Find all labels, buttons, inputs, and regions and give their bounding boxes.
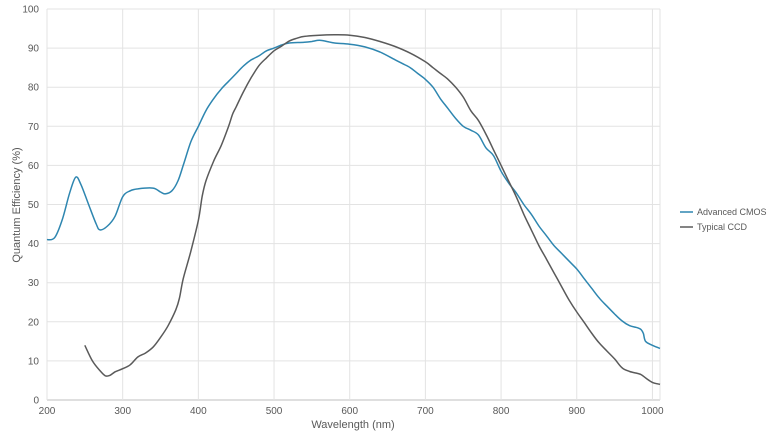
x-tick-label: 1000	[641, 406, 664, 417]
y-tick-label: 100	[22, 5, 39, 16]
y-tick-label: 10	[28, 356, 40, 367]
y-tick-label: 90	[28, 44, 40, 55]
y-tick-label: 40	[28, 239, 40, 250]
legend-label: Typical CCD	[697, 222, 748, 232]
y-tick-label: 50	[28, 200, 40, 211]
grid	[46, 8, 661, 401]
x-tick-label: 500	[266, 406, 283, 417]
y-tick-label: 70	[28, 122, 40, 133]
y-tick-label: 60	[28, 161, 40, 172]
x-tick-label: 400	[190, 406, 207, 417]
x-axis-ticks: 200 300 400 500 600 700 800 900 1000	[39, 406, 664, 417]
x-tick-label: 300	[114, 406, 131, 417]
x-tick-label: 800	[493, 406, 510, 417]
x-axis-title: Wavelength (nm)	[311, 419, 394, 431]
x-tick-label: 200	[39, 406, 56, 417]
x-tick-label: 700	[417, 406, 434, 417]
series-line-advanced-cmos	[46, 39, 661, 350]
legend-label: Advanced CMOS	[697, 207, 767, 217]
y-tick-label: 0	[33, 396, 39, 407]
y-axis-ticks: 0 10 20 30 40 50 60 70 80 90 100	[22, 5, 39, 407]
y-axis-title: Quantum Efficiency (%)	[11, 147, 23, 262]
x-tick-label: 900	[568, 406, 585, 417]
x-tick-label: 600	[341, 406, 358, 417]
series-line-typical-ccd	[84, 34, 661, 386]
y-tick-label: 30	[28, 278, 40, 289]
legend: Advanced CMOS Typical CCD	[680, 207, 767, 232]
y-tick-label: 20	[28, 317, 40, 328]
y-tick-label: 80	[28, 83, 40, 94]
series-lines	[46, 34, 661, 386]
